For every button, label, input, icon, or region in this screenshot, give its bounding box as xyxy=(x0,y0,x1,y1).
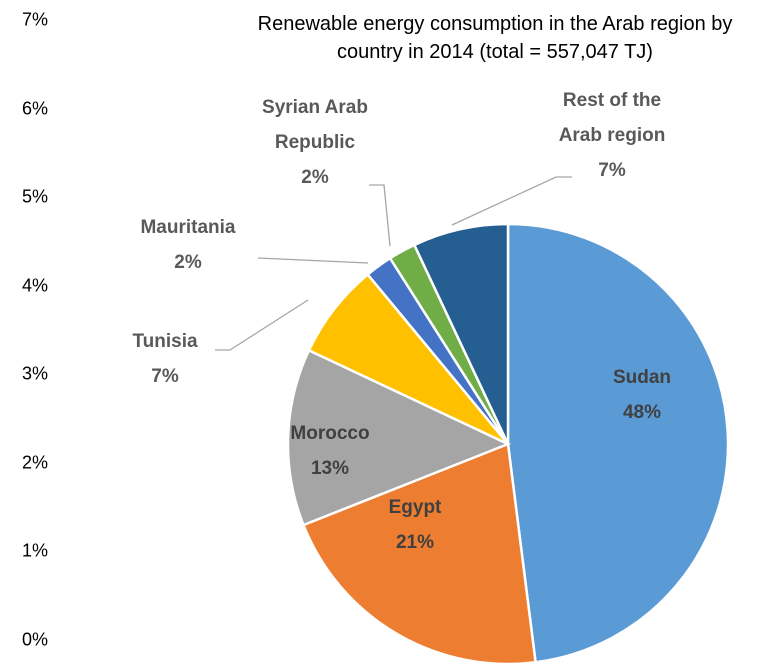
pie-slice xyxy=(301,442,537,666)
leader-line xyxy=(369,184,391,247)
value-label: 21% xyxy=(395,532,435,553)
category-label: Sudan xyxy=(612,367,672,388)
pie-slice xyxy=(286,348,512,527)
category-label: Mauritania xyxy=(140,217,236,238)
y-tick-label: 7% xyxy=(22,9,49,30)
y-tick-label: 2% xyxy=(22,452,49,473)
data-label: Rest of the Arab region 7% xyxy=(557,83,667,188)
y-tick-label: 5% xyxy=(22,186,49,207)
value-label: 7% xyxy=(598,160,626,181)
y-tick-label: 1% xyxy=(22,540,49,561)
leader-line xyxy=(451,176,572,226)
category-label: Tunisia xyxy=(132,331,198,352)
category-label: Rest of the Arab region xyxy=(558,90,666,146)
y-tick-label: 4% xyxy=(22,275,49,296)
value-label: 2% xyxy=(174,252,202,273)
leader-line xyxy=(215,299,309,351)
data-label: Sudan 48% xyxy=(562,360,722,430)
data-label: Tunisia 7% xyxy=(85,324,245,394)
chart-title: Renewable energy consumption in the Arab… xyxy=(257,13,733,63)
value-label: 7% xyxy=(151,366,179,387)
category-label: Egypt xyxy=(388,497,442,518)
pie-slice xyxy=(506,222,730,664)
y-tick-label: 3% xyxy=(22,363,49,384)
data-label: Syrian Arab Republic 2% xyxy=(260,90,370,195)
data-label: Egypt 21% xyxy=(335,490,495,560)
data-label: Morocco 13% xyxy=(250,416,410,486)
y-tick-label: 0% xyxy=(22,629,49,650)
leader-line xyxy=(257,257,369,264)
y-tick-label: 6% xyxy=(22,98,49,119)
value-label: 13% xyxy=(310,458,350,479)
category-label: Morocco xyxy=(290,423,370,444)
value-label: 2% xyxy=(301,167,329,188)
pie-slice xyxy=(412,222,510,445)
data-label: Mauritania 2% xyxy=(108,210,268,280)
value-label: 48% xyxy=(622,402,662,423)
category-label: Syrian Arab Republic xyxy=(262,97,368,153)
